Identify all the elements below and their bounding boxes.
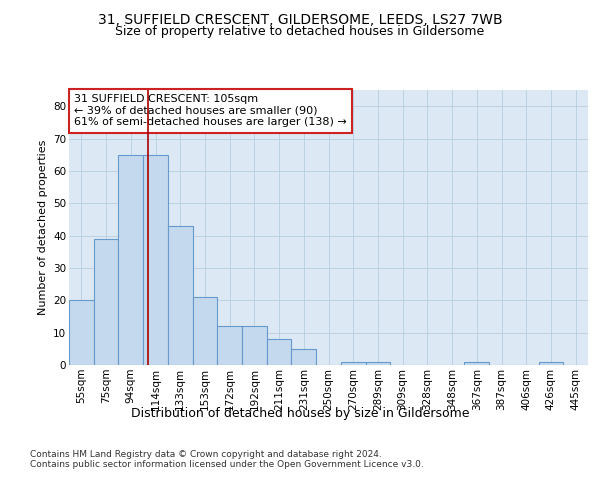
Bar (464, 362, 489, 365)
Bar (69, 300, 94, 365)
Bar (193, 297, 217, 365)
Bar (539, 362, 563, 365)
Bar (242, 326, 267, 365)
Bar (267, 339, 292, 365)
Bar (168, 226, 193, 365)
Bar (292, 349, 316, 365)
Text: 31 SUFFIELD CRESCENT: 105sqm
← 39% of detached houses are smaller (90)
61% of se: 31 SUFFIELD CRESCENT: 105sqm ← 39% of de… (74, 94, 347, 128)
Text: Distribution of detached houses by size in Gildersome: Distribution of detached houses by size … (131, 408, 469, 420)
Text: Contains HM Land Registry data © Crown copyright and database right 2024.
Contai: Contains HM Land Registry data © Crown c… (30, 450, 424, 469)
Y-axis label: Number of detached properties: Number of detached properties (38, 140, 47, 315)
Text: 31, SUFFIELD CRESCENT, GILDERSOME, LEEDS, LS27 7WB: 31, SUFFIELD CRESCENT, GILDERSOME, LEEDS… (98, 12, 502, 26)
Bar (365, 362, 390, 365)
Bar (217, 326, 242, 365)
Bar (143, 154, 168, 365)
Bar (341, 362, 365, 365)
Text: Size of property relative to detached houses in Gildersome: Size of property relative to detached ho… (115, 25, 485, 38)
Bar (118, 154, 143, 365)
Bar (94, 239, 118, 365)
